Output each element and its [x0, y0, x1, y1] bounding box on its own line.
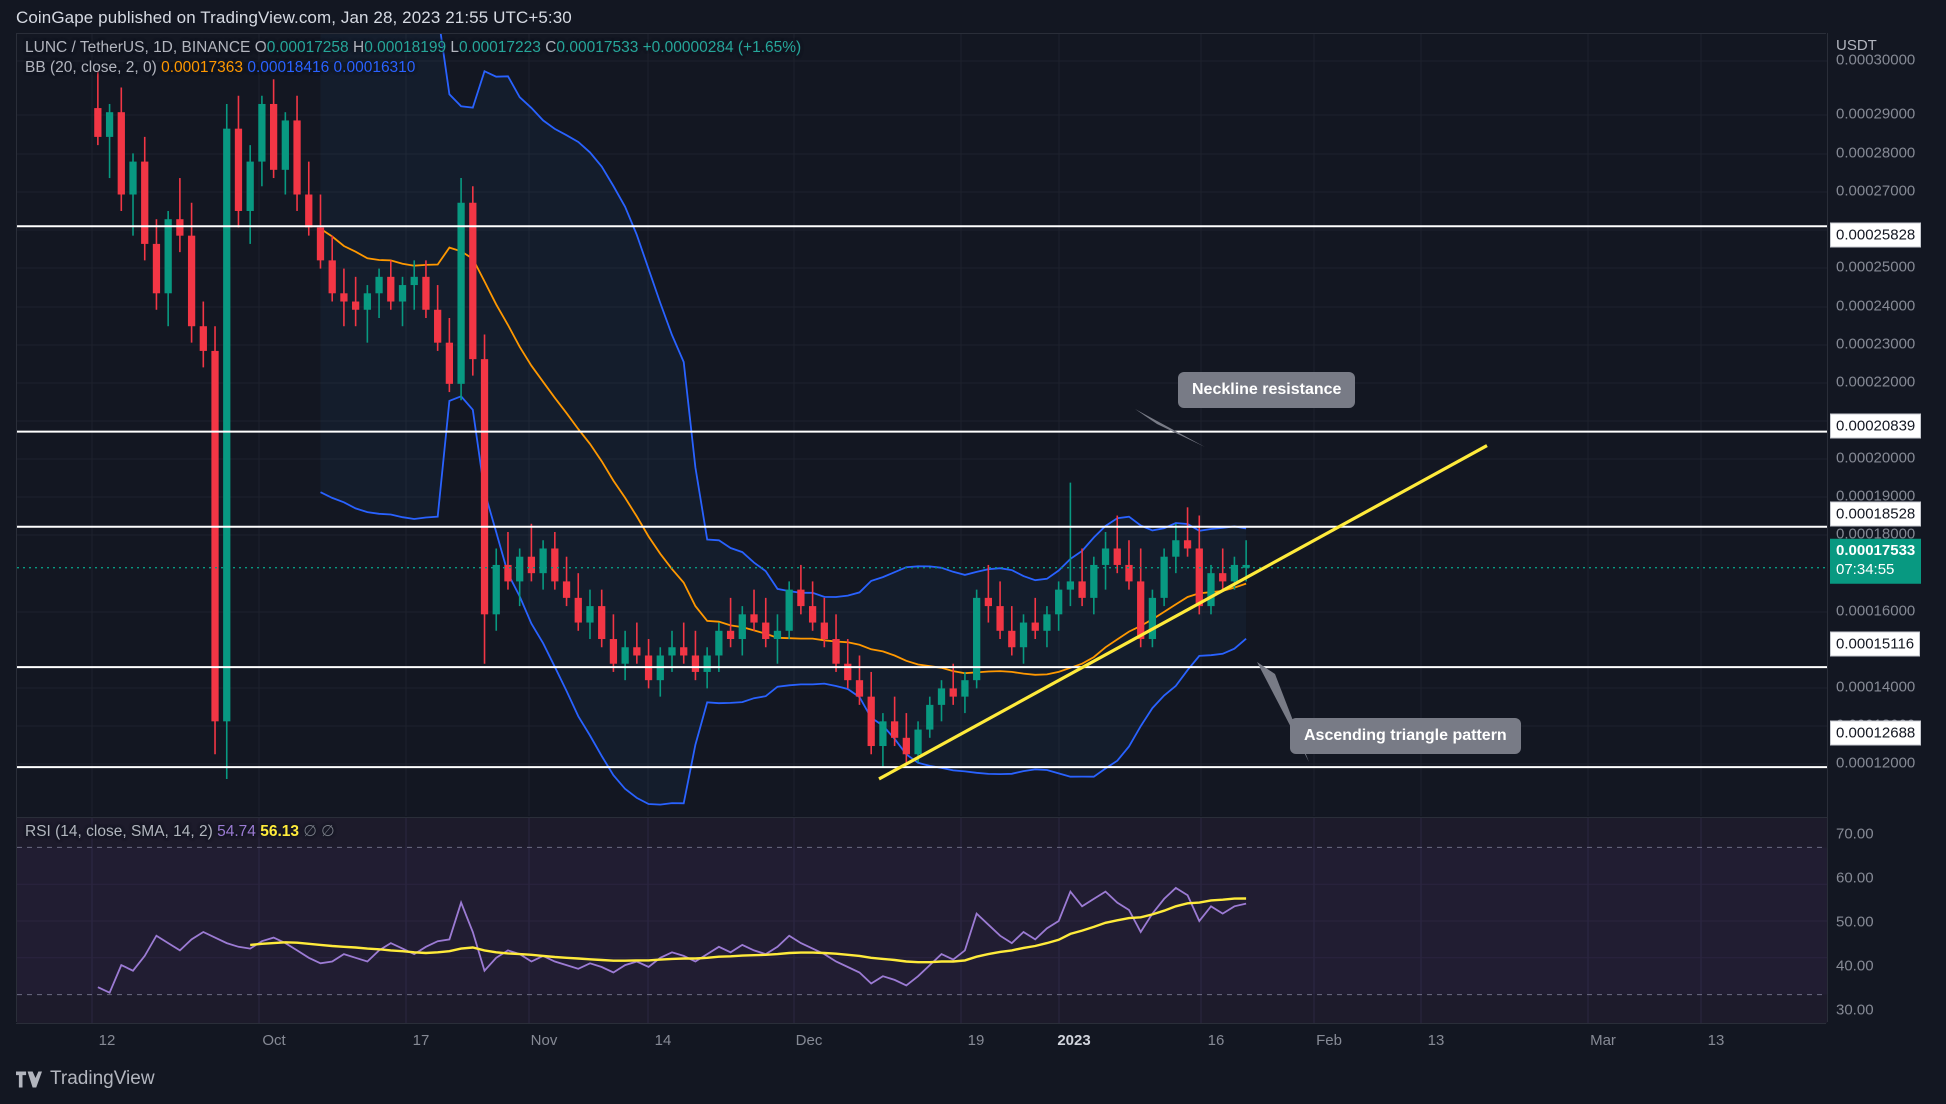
time-axis[interactable]: 12 Oct 17 Nov 14 Dec 19 2023 16 Feb 13 Mar 13	[16, 1023, 1826, 1057]
change-absolute: +0.00000284	[642, 39, 734, 56]
annotation-ascending-triangle[interactable]: Ascending triangle pattern	[1290, 718, 1521, 754]
price-axis-tick: 0.00029000	[1836, 105, 1916, 123]
price-axis-tick: 0.00022000	[1836, 373, 1916, 391]
rsi-sma-value: 56.13	[260, 823, 300, 840]
close-value: 0.00017533	[556, 39, 639, 56]
price-pane[interactable]: LUNC / TetherUS, 1D, BINANCE O0.00017258…	[17, 34, 1827, 816]
time-axis-tick: Feb	[1316, 1032, 1342, 1049]
price-axis-tick: 0.00023000	[1836, 335, 1916, 353]
bollinger-basis-value: 0.00017363	[161, 59, 244, 76]
low-label: L	[450, 39, 460, 56]
price-axis-tick: 0.00025000	[1836, 258, 1916, 276]
price-axis-tick: 0.00019000	[1836, 487, 1916, 505]
open-value: 0.00017258	[266, 39, 349, 56]
time-axis-tick: Nov	[530, 1032, 558, 1049]
time-axis-tick: 13	[1707, 1032, 1725, 1049]
rsi-axis-tick: 40.00	[1836, 957, 1874, 975]
time-axis-tick: 13	[1427, 1032, 1445, 1049]
price-axis-tick: 0.00012000	[1836, 754, 1916, 772]
price-axis-tick: 0.00018000	[1836, 525, 1916, 543]
open-label: O	[254, 39, 267, 56]
price-level-badge[interactable]: 0.00025828	[1830, 222, 1922, 248]
current-price-value: 0.00017533	[1836, 541, 1916, 559]
price-level-badge[interactable]: 0.00018528	[1830, 501, 1922, 527]
rsi-pane[interactable]: RSI (14, close, SMA, 14, 2) 54.74 56.13 …	[17, 817, 1827, 1023]
time-axis-tick: Oct	[262, 1032, 286, 1049]
rsi-axis-tick: 60.00	[1836, 869, 1874, 887]
price-level-badge[interactable]: 0.00020839	[1830, 413, 1922, 439]
rsi-line	[97, 886, 1247, 994]
time-axis-tick: 14	[654, 1032, 672, 1049]
rsi-sma-line	[250, 897, 1247, 964]
price-axis-tick: 0.00030000	[1836, 51, 1916, 69]
rsi-label[interactable]: RSI (14, close, SMA, 14, 2)	[25, 823, 213, 840]
price-axis-tick: 0.00028000	[1836, 144, 1916, 162]
time-axis-tick: 2023	[1057, 1032, 1091, 1049]
rsi-axis-tick: 50.00	[1836, 913, 1874, 931]
price-level-badge[interactable]: 0.00015116	[1830, 631, 1921, 657]
low-value: 0.00017223	[459, 39, 541, 56]
rsi-empty-b: ∅	[321, 823, 335, 840]
candlestick-series	[94, 71, 1250, 779]
price-level-badge[interactable]: 0.00012688	[1830, 720, 1922, 746]
time-axis-tick: 12	[98, 1032, 116, 1049]
tradingview-brand-label: TradingView	[50, 1068, 155, 1089]
chart-frame: LUNC / TetherUS, 1D, BINANCE O0.00017258…	[16, 33, 1827, 1023]
neckline-pointer	[1135, 409, 1205, 447]
annotation-neckline-resistance[interactable]: Neckline resistance	[1178, 372, 1356, 408]
bollinger-lower-value: 0.00016310	[333, 59, 416, 76]
footer-branding: TradingView	[16, 1068, 155, 1090]
rsi-value: 54.74	[217, 823, 256, 840]
time-axis-tick: 17	[412, 1032, 430, 1049]
price-axis-tick: 0.00014000	[1836, 678, 1916, 696]
price-chart-svg	[17, 34, 1827, 816]
time-axis-tick: Dec	[795, 1032, 823, 1049]
high-label: H	[352, 39, 365, 56]
price-axis-tick: 0.00024000	[1836, 297, 1916, 315]
rsi-axis-tick: 30.00	[1836, 1001, 1874, 1019]
price-axis-tick: 0.00016000	[1836, 602, 1916, 620]
price-axis[interactable]: USDT 0.00030000 0.00029000 0.00028000 0.000…	[1827, 33, 1946, 1022]
bollinger-label[interactable]: BB (20, close, 2, 0)	[25, 59, 157, 76]
price-axis-tick: 0.00027000	[1836, 182, 1916, 200]
tradingview-logo-icon	[16, 1071, 42, 1087]
axis-currency-unit: USDT	[1836, 37, 1877, 54]
rsi-legend: RSI (14, close, SMA, 14, 2) 54.74 56.13 …	[25, 822, 335, 841]
ohlc-legend: LUNC / TetherUS, 1D, BINANCE O0.00017258…	[25, 39, 801, 57]
rsi-empty-a: ∅	[303, 823, 317, 840]
time-axis-tick: 16	[1207, 1032, 1225, 1049]
candle-countdown-timer: 07:34:55	[1836, 560, 1895, 578]
change-percent: (+1.65%)	[737, 39, 802, 56]
attribution-text: CoinGape published on TradingView.com, J…	[16, 8, 572, 27]
high-value: 0.00018199	[364, 39, 447, 56]
time-axis-tick: Mar	[1590, 1032, 1616, 1049]
trendline	[878, 444, 1488, 781]
bollinger-upper-value: 0.00018416	[247, 59, 330, 76]
close-label: C	[545, 39, 557, 56]
symbol-label[interactable]: LUNC / TetherUS, 1D, BINANCE	[25, 39, 251, 56]
bollinger-legend: BB (20, close, 2, 0) 0.00017363 0.000184…	[25, 59, 415, 77]
time-axis-tick: 19	[967, 1032, 985, 1049]
price-axis-tick: 0.00020000	[1836, 449, 1916, 467]
current-price-badge[interactable]: 0.00017533 07:34:55	[1830, 538, 1922, 584]
rsi-chart-svg	[17, 818, 1827, 1023]
rsi-axis-tick: 70.00	[1836, 825, 1874, 843]
